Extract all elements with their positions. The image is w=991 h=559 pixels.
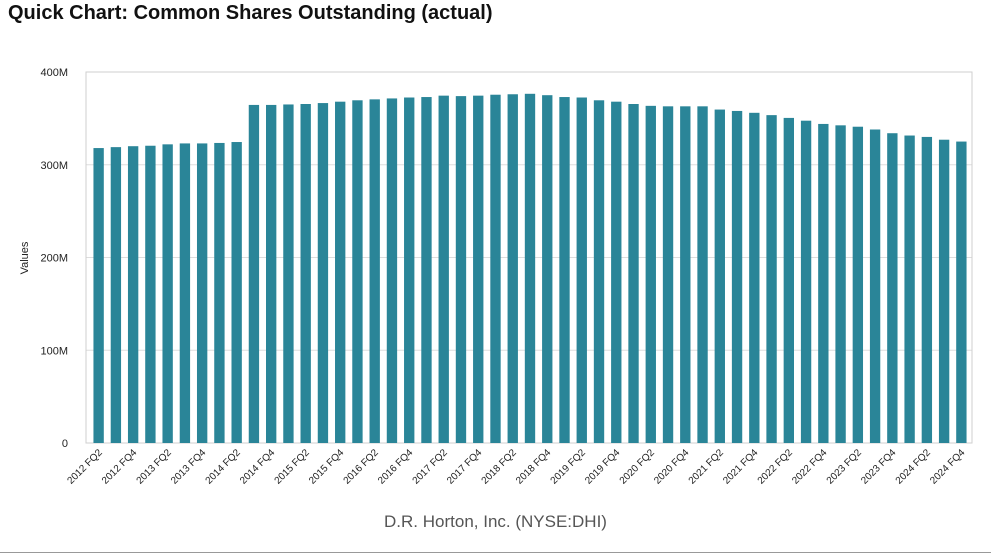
bar bbox=[266, 104, 277, 444]
y-tick-label: 200M bbox=[40, 253, 68, 265]
x-tick-label: 2022 FQ2 bbox=[756, 447, 796, 487]
bar bbox=[714, 109, 725, 443]
x-axis-label: D.R. Horton, Inc. (NYSE:DHI) bbox=[384, 512, 607, 531]
bar bbox=[835, 125, 846, 443]
bar bbox=[196, 143, 208, 444]
bar bbox=[438, 95, 449, 444]
x-tick-label: 2012 FQ2 bbox=[66, 447, 106, 487]
x-tick-label: 2015 FQ4 bbox=[307, 447, 347, 487]
bar bbox=[421, 97, 432, 443]
bar bbox=[455, 96, 467, 444]
x-tick-label: 2015 FQ2 bbox=[273, 447, 313, 487]
bar bbox=[697, 106, 708, 443]
bar bbox=[887, 133, 898, 443]
bar bbox=[110, 147, 122, 443]
bar bbox=[662, 106, 674, 443]
y-tick-label: 400M bbox=[40, 67, 68, 79]
bar bbox=[576, 97, 587, 443]
x-tick-label: 2023 FQ2 bbox=[825, 447, 865, 487]
bar bbox=[473, 95, 484, 444]
bar bbox=[766, 115, 777, 443]
x-tick-label: 2018 FQ2 bbox=[480, 447, 520, 487]
x-tick-label: 2013 FQ4 bbox=[169, 447, 209, 487]
x-tick-label: 2024 FQ2 bbox=[894, 447, 934, 487]
bar bbox=[490, 94, 501, 443]
bar bbox=[283, 104, 294, 444]
bar bbox=[818, 123, 829, 443]
bottom-divider bbox=[0, 552, 991, 553]
bar bbox=[404, 97, 415, 443]
x-tick-label: 2021 FQ4 bbox=[721, 447, 761, 487]
bar bbox=[593, 100, 605, 443]
x-tick-label: 2017 FQ2 bbox=[411, 447, 451, 487]
bar bbox=[783, 117, 794, 443]
bar bbox=[317, 103, 329, 443]
bar bbox=[869, 129, 881, 443]
bar bbox=[542, 95, 553, 443]
bar bbox=[369, 99, 380, 444]
bar bbox=[749, 112, 760, 443]
x-tick-label: 2018 FQ4 bbox=[514, 447, 554, 487]
x-tick-label: 2017 FQ4 bbox=[445, 447, 485, 487]
x-tick-label: 2014 FQ4 bbox=[238, 447, 278, 487]
bar bbox=[956, 141, 967, 443]
bar bbox=[680, 106, 691, 443]
bar bbox=[179, 143, 191, 444]
x-tick-label: 2020 FQ4 bbox=[652, 447, 692, 487]
y-axis-ticks: 0 100M 200M 300M 400M bbox=[40, 67, 68, 450]
y-tick-label: 0 bbox=[62, 438, 68, 450]
y-axis-label: Values bbox=[19, 241, 31, 274]
bar bbox=[524, 93, 536, 444]
x-tick-label: 2016 FQ4 bbox=[376, 447, 416, 487]
bar bbox=[300, 104, 311, 443]
bar bbox=[248, 104, 260, 444]
x-tick-label: 2021 FQ2 bbox=[687, 447, 727, 487]
bar bbox=[214, 142, 225, 443]
bar bbox=[938, 139, 950, 443]
x-tick-label: 2019 FQ2 bbox=[549, 447, 589, 487]
bar bbox=[127, 146, 139, 443]
x-tick-label: 2023 FQ4 bbox=[859, 447, 899, 487]
bar bbox=[559, 97, 570, 443]
bar bbox=[628, 104, 639, 443]
x-tick-label: 2013 FQ2 bbox=[135, 447, 175, 487]
x-tick-label: 2020 FQ2 bbox=[618, 447, 658, 487]
bar bbox=[335, 101, 346, 444]
bar bbox=[800, 120, 812, 443]
bar bbox=[145, 145, 156, 444]
bar bbox=[645, 105, 656, 443]
bar bbox=[162, 144, 173, 443]
x-tick-label: 2022 FQ4 bbox=[790, 447, 830, 487]
x-tick-label: 2019 FQ4 bbox=[583, 447, 623, 487]
x-tick-label: 2014 FQ2 bbox=[204, 447, 244, 487]
bar bbox=[921, 136, 933, 443]
bar bbox=[852, 126, 864, 443]
bar bbox=[93, 148, 104, 443]
bar bbox=[904, 135, 915, 443]
x-tick-label: 2012 FQ4 bbox=[100, 447, 140, 487]
bar bbox=[611, 101, 622, 444]
bar bbox=[507, 94, 518, 443]
bar bbox=[231, 142, 242, 443]
y-tick-label: 100M bbox=[40, 345, 68, 357]
chart-title: Quick Chart: Common Shares Outstanding (… bbox=[8, 2, 493, 24]
bar bbox=[352, 100, 363, 443]
x-tick-label: 2016 FQ2 bbox=[342, 447, 382, 487]
y-tick-label: 300M bbox=[40, 160, 68, 172]
bar bbox=[731, 110, 743, 443]
bar bbox=[386, 98, 398, 444]
bars bbox=[93, 93, 967, 444]
x-tick-label: 2024 FQ4 bbox=[928, 447, 968, 487]
